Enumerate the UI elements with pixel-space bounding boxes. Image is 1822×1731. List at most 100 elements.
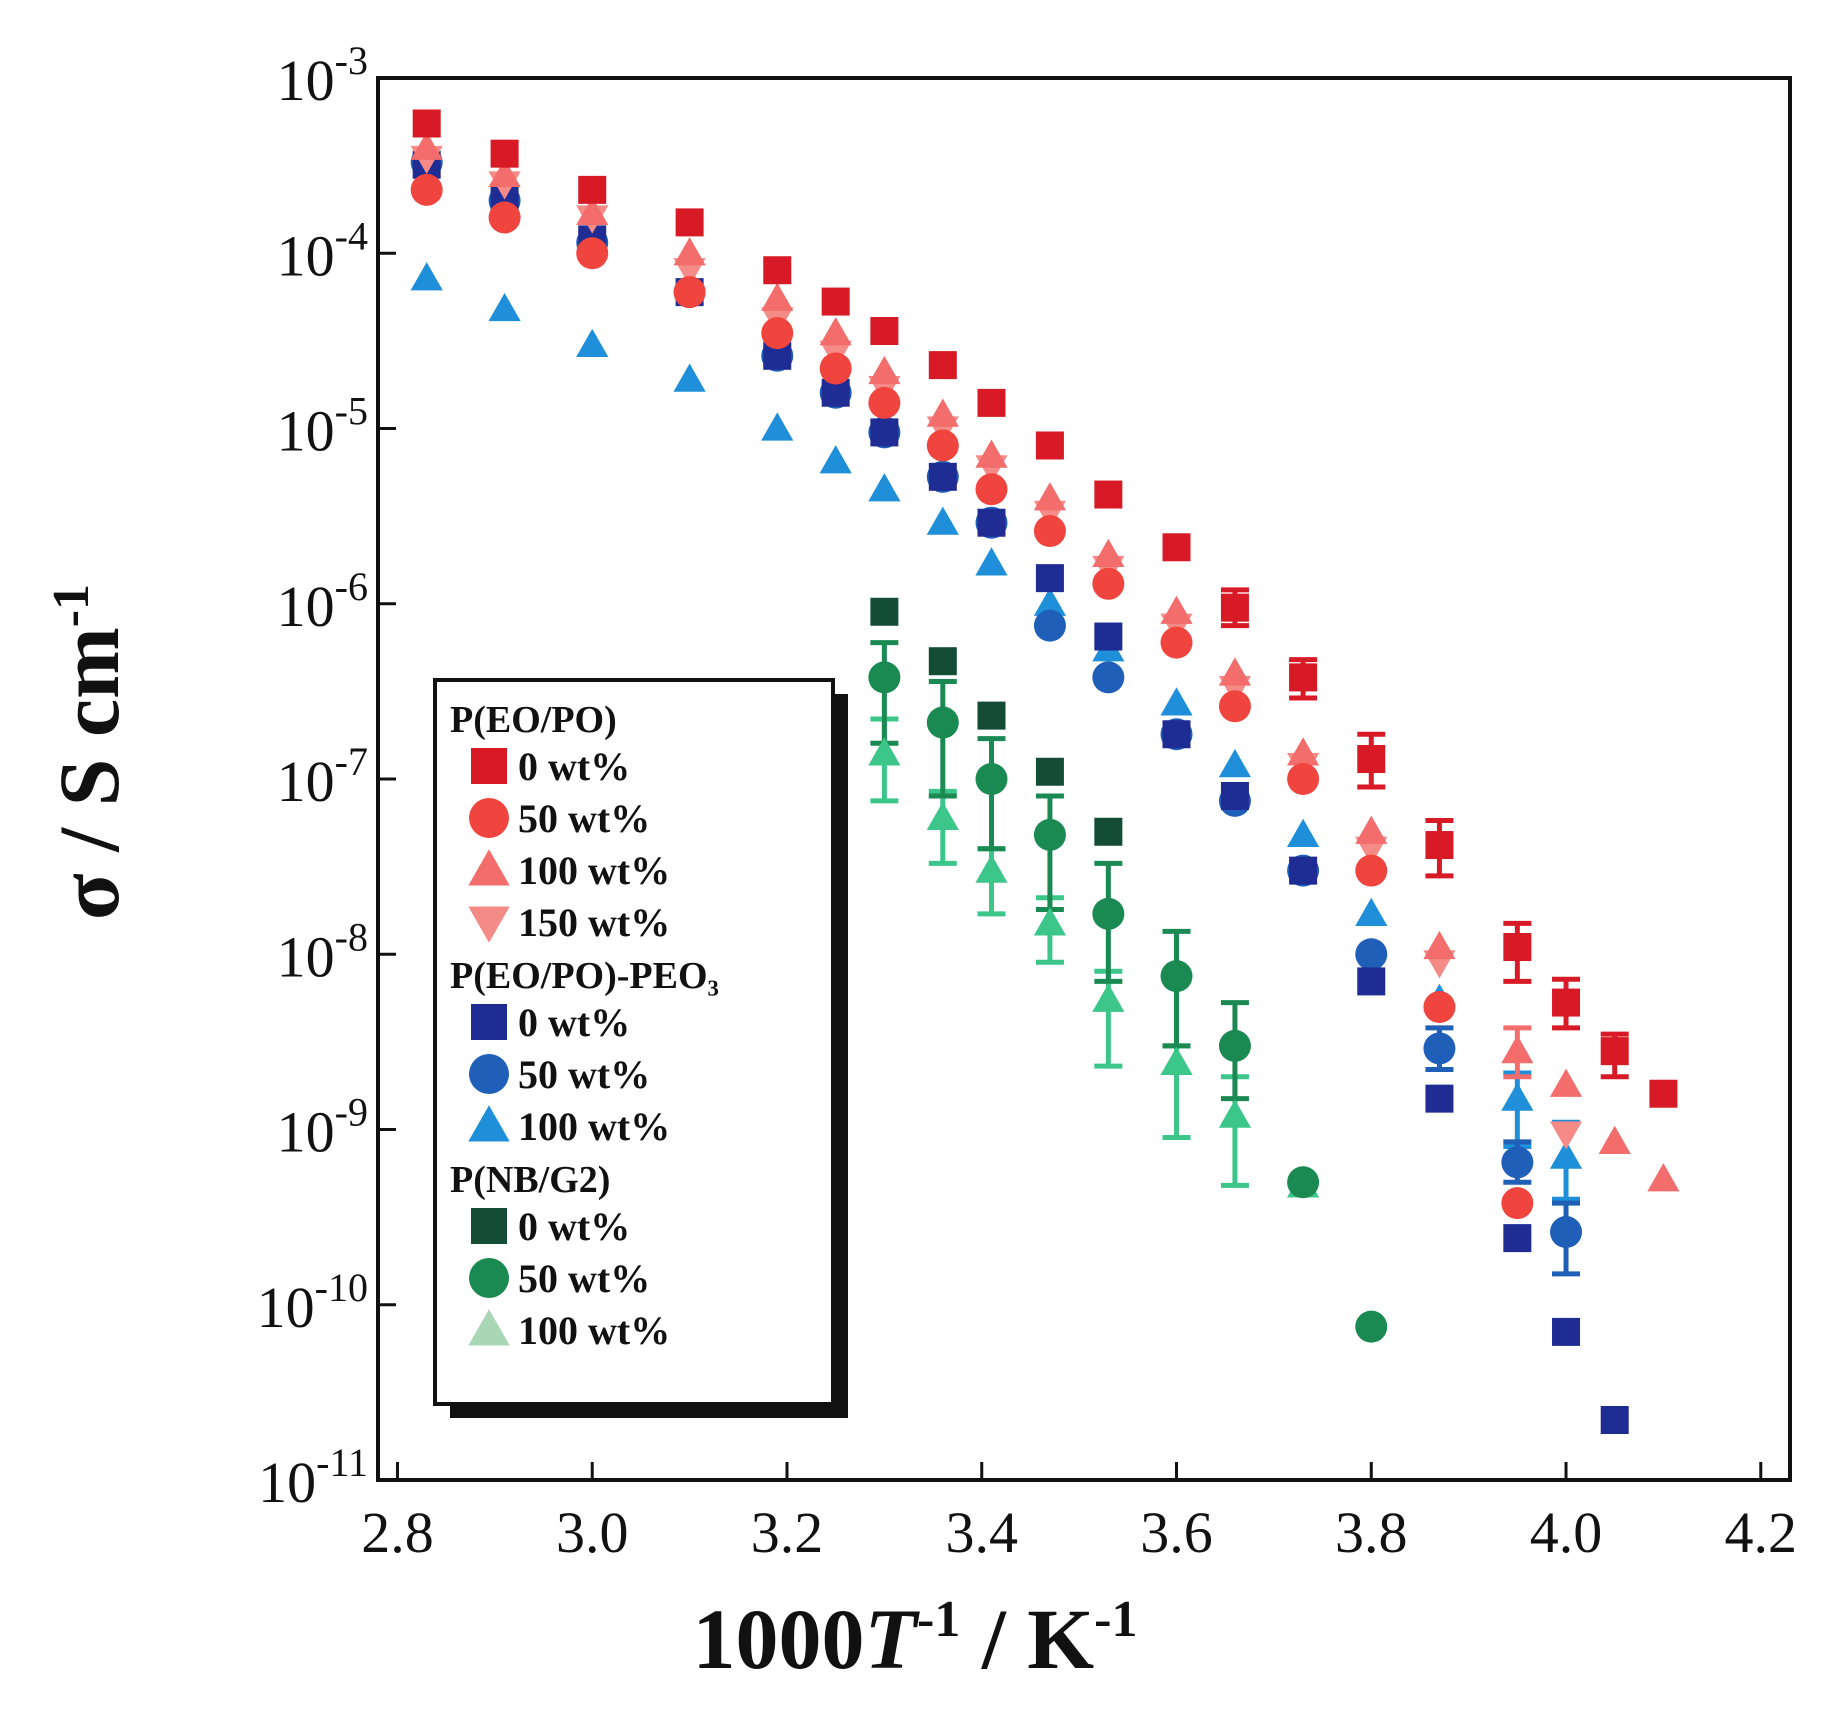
data-point [1160,595,1193,624]
x-tick-label: 3.6 [1140,1500,1213,1565]
data-point [761,282,794,311]
data-point [1355,938,1388,971]
series-p-eo-po-50-wt [410,173,1534,1220]
data-point [410,262,443,291]
data-point [412,109,441,138]
data-point [819,352,852,385]
data-point [1220,593,1249,622]
data-point [868,737,901,766]
data-point [819,445,852,474]
data-point [1094,817,1123,846]
data-point [1218,1099,1252,1128]
data-point [975,854,1008,883]
data-point [975,439,1008,468]
data-point [1549,1140,1583,1169]
data-point [1092,538,1125,567]
data-point [488,293,521,322]
data-point [819,317,852,346]
x-tick-label: 3.4 [946,1500,1019,1565]
data-point [1423,991,1456,1024]
data-point [1355,1310,1388,1343]
data-point [870,418,899,447]
data-point [1501,1187,1534,1220]
data-point [410,173,443,206]
legend-group-title: P(NB/G2) [450,1159,610,1201]
data-point [975,763,1008,795]
data-point [868,386,901,419]
y-tick-label: 10-9 [277,1090,368,1165]
data-point [576,237,609,270]
data-point [928,462,957,491]
y-tick-label: 10-3 [277,38,368,113]
data-point [763,256,792,285]
legend-group-title: P(EO/PO)-PEO₃ [450,955,719,997]
y-tick-label: 10-4 [277,213,368,288]
data-point [1355,897,1388,926]
tick-layer: 10-3 10-4 10-5 10-6 10-7 10-8 10-9 10-10 10-112.… [257,38,1797,1565]
y-tick-label: 10-10 [257,1265,368,1340]
data-point [975,473,1008,506]
data-point [1423,930,1456,960]
data-point [1423,1032,1456,1065]
data-point [1218,1029,1251,1062]
series-p-nb-g2-100-wt [868,737,1320,1198]
data-point [1160,960,1193,993]
x-axis-label: 1000T-1 / K-1 [693,1591,1138,1687]
series-p-eo-po-100-wt [410,131,1680,1192]
legend-label: 50 wt% [518,1052,650,1097]
data-point [870,597,899,626]
legend-marker [471,1004,507,1040]
data-point [675,208,704,237]
series-p-nb-g2-50-wt [868,661,1388,1343]
data-point [1287,818,1320,847]
data-point [977,508,1006,537]
data-point [1218,690,1251,723]
data-point [1289,856,1318,885]
x-tick-label: 2.8 [361,1500,434,1565]
data-point [673,276,706,309]
data-point [868,355,901,385]
data-point [1425,1084,1454,1113]
data-point [1552,988,1581,1017]
data-point [1218,657,1252,686]
legend-label: 0 wt% [518,744,630,789]
data-point [1160,1046,1193,1075]
data-point [1357,745,1386,774]
data-point [928,647,957,676]
data-point [1033,818,1066,851]
data-point [1033,907,1067,936]
legend-marker [468,1309,510,1346]
data-point [1550,1216,1583,1249]
data-point [1033,515,1066,548]
series-p-nb-g2-0-wt [870,597,1123,846]
data-point [926,506,959,535]
data-point [1092,661,1125,694]
data-point [1035,564,1064,593]
data-point [977,388,1006,417]
data-point [1501,1146,1534,1179]
data-point [1092,567,1125,600]
data-point [1160,687,1193,716]
data-point [1287,1166,1320,1199]
data-point [1094,480,1123,509]
data-point [868,661,901,694]
series-p-eo-po-0-wt [412,109,1678,1108]
data-point [928,351,957,380]
legend-marker [468,906,510,943]
data-point [1503,1224,1532,1253]
legend-label: 150 wt% [518,900,670,945]
x-tick-label: 4.2 [1725,1500,1798,1565]
data-point [488,158,521,187]
legend-group-title: P(EO/PO) [450,699,617,741]
legend-marker [469,1054,509,1094]
data-point [490,139,519,168]
legend-label: 50 wt% [518,796,650,841]
data-point [488,201,521,234]
legend-label: 0 wt% [518,1204,630,1249]
data-point [673,237,706,266]
data-point [868,473,901,502]
data-point [673,363,706,392]
data-point [576,328,609,357]
legend-marker [471,1208,507,1244]
